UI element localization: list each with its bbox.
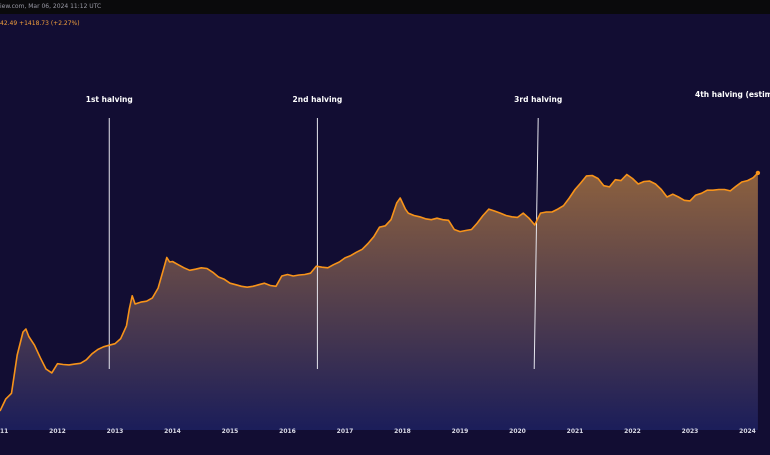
x-tick-label: 2020 — [509, 428, 526, 435]
x-tick-label: 2014 — [164, 428, 181, 435]
x-tick-label: 2015 — [222, 428, 239, 435]
price-line-series — [0, 172, 759, 412]
x-axis: 11 2012 2013 2014 2015 2016 2017 2018 2019 2020 20… — [0, 428, 756, 435]
top-bar: iew.com, Mar 06, 2024 11:12 UTC — [0, 0, 770, 14]
price-chart: 1st halving 2nd halving 3rd halving 4th hal… — [0, 90, 770, 435]
x-tick-label: 2013 — [107, 428, 124, 435]
halving-markers: 1st halving 2nd halving 3rd halving 4th hal… — [86, 90, 770, 370]
halving-label: 2nd halving — [293, 95, 343, 104]
x-tick-label: 2019 — [452, 428, 469, 435]
halving-line — [533, 117, 539, 370]
halving-label: 1st halving — [86, 95, 133, 104]
price-area-fill — [0, 172, 758, 430]
x-tick-label: 2016 — [279, 428, 296, 435]
x-tick-label: 2017 — [337, 428, 354, 435]
x-tick-label: 2018 — [394, 428, 411, 435]
x-tick-label: 2023 — [682, 428, 699, 435]
halving-label: 3rd halving — [514, 95, 562, 104]
source-timestamp: iew.com, Mar 06, 2024 11:12 UTC — [0, 3, 102, 10]
halving-label: 4th halving (estimat — [695, 90, 770, 99]
price-change-readout: 42.49 +1418.73 (+2.27%) — [0, 20, 80, 27]
x-tick-label: 2021 — [567, 428, 584, 435]
x-tick-label: 2012 — [49, 428, 66, 435]
latest-price-point — [755, 170, 761, 176]
x-tick-label: 2022 — [624, 428, 641, 435]
x-tick-label: 11 — [0, 428, 8, 435]
x-tick-label: 2024 — [739, 428, 756, 435]
